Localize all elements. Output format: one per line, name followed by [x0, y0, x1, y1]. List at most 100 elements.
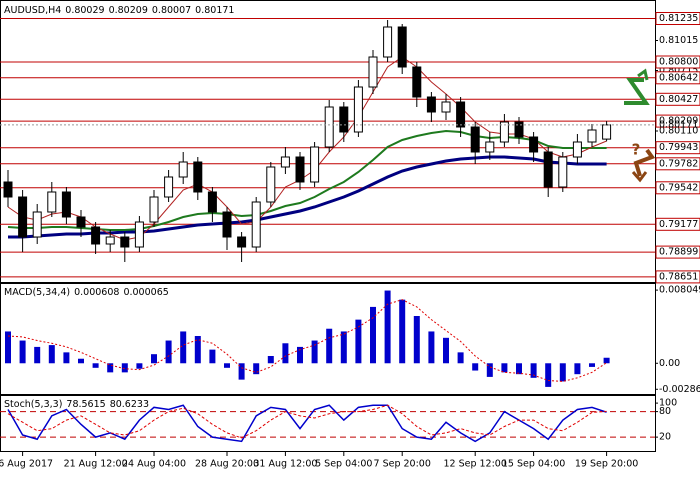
y-tick-label: 0.80110 [659, 126, 698, 137]
candle-body [529, 136, 539, 153]
level-label: 0.79542 [659, 182, 698, 193]
macd-bar [224, 363, 230, 368]
candle-body [383, 26, 393, 58]
candle-body [543, 151, 553, 188]
candle-body [572, 141, 582, 158]
up-arrow [624, 78, 650, 105]
panel-title-name: Stoch(5,3,3) [4, 399, 62, 410]
candle-body [602, 124, 612, 140]
candle-body [222, 211, 232, 238]
macd-bar [121, 363, 128, 373]
level-label-box [655, 92, 700, 106]
stoch-line [7, 404, 607, 443]
level-label: 0.81235 [659, 13, 698, 24]
panel-frame [0, 394, 656, 452]
y-tick-label: 0.00 [659, 358, 680, 369]
x-tick-label: 24 Aug 04:00 [122, 459, 186, 470]
macd-bar [603, 357, 610, 364]
candle-body [339, 106, 349, 133]
level-label: 0.78651 [659, 271, 698, 282]
candle-body [91, 226, 101, 245]
panel-frame [0, 282, 656, 396]
candle-body [3, 181, 13, 198]
level-label: 0.79782 [659, 158, 698, 169]
header-value: 0.000608 [74, 287, 119, 298]
panel-title: MACD(5,34,4) 0.000608 0.000065 [4, 287, 169, 298]
macd-bar [486, 363, 493, 377]
macd-bar [209, 349, 216, 364]
candle-body [368, 56, 378, 88]
panel-title: Stoch(5,3,3) 78.5615 80.6233 [4, 399, 149, 410]
x-tick-label: 19 Sep 20:00 [575, 459, 638, 470]
macd-bar [180, 331, 187, 364]
y-tick-label: -0.002861 [659, 384, 700, 395]
y-tick-label: 100 [659, 398, 677, 409]
macd-bar [370, 306, 376, 364]
candle-body [295, 156, 305, 183]
level-label-box [655, 217, 700, 231]
level-label: 0.80427 [659, 94, 698, 105]
header-value: 80.6233 [110, 399, 149, 410]
candle-body [514, 121, 524, 138]
header-value: 0.80171 [195, 5, 234, 16]
candle-body [76, 216, 86, 228]
level-label-box [655, 12, 700, 25]
candle-body [237, 236, 247, 248]
candle-body [470, 126, 480, 153]
level-label: 0.79943 [659, 142, 698, 153]
macd-bar [413, 316, 420, 364]
macd-bar [472, 363, 479, 371]
y-tick-label: 0.80715 [659, 65, 698, 76]
macd-bar [136, 363, 143, 369]
macd-bar [559, 363, 566, 382]
candle-body [353, 86, 363, 133]
macd-bar [92, 363, 99, 368]
candle-body [251, 201, 261, 248]
candle-body [149, 196, 159, 223]
level-label: 0.78899 [659, 247, 698, 258]
macd-bar [267, 356, 274, 364]
candle-body [587, 129, 597, 143]
level-label-box [655, 71, 700, 85]
macd-bar [399, 299, 406, 364]
macd-bar [297, 346, 303, 364]
candle-body [441, 101, 451, 113]
x-tick-label: 21 Aug 12:00 [64, 459, 128, 470]
macd-bar [34, 346, 41, 364]
candle-body [280, 156, 290, 168]
macd-bar [530, 363, 537, 378]
macd-bar [384, 290, 391, 364]
x-tick-label: 31 Aug 12:00 [253, 459, 317, 470]
candle-body [134, 221, 144, 248]
macd-bar [355, 319, 362, 364]
macd-bar [19, 340, 26, 364]
level-label: 0.80209 [659, 116, 698, 127]
down-arrow-head [631, 171, 648, 183]
header-value: 0.80029 [65, 5, 104, 16]
level-label: 0.79177 [659, 219, 698, 230]
macd-bar [78, 358, 84, 364]
panel-title-name: MACD(5,34,4) [4, 287, 70, 298]
candle-body [266, 166, 276, 203]
macd-bar [151, 354, 157, 364]
candle-body [207, 191, 217, 213]
candle-body [499, 121, 509, 143]
candle-body [485, 141, 495, 153]
macd-bar [326, 328, 333, 364]
macd-bar [165, 340, 172, 364]
candle-body [164, 176, 174, 198]
macd-bar [428, 331, 435, 364]
candle-body [324, 106, 334, 148]
level-label-box [655, 114, 700, 128]
level-label-box [655, 55, 700, 69]
x-tick-label: 12 Sep 12:00 [443, 459, 506, 470]
y-tick-label: 0.008049 [659, 285, 700, 296]
stoch-line [7, 404, 607, 439]
macd-bar [443, 337, 449, 364]
header-value: 0.80209 [109, 5, 148, 16]
candle-body [397, 26, 407, 68]
level-label-box [655, 141, 700, 155]
panel-title-name: AUDUSD,H4 [4, 5, 61, 16]
